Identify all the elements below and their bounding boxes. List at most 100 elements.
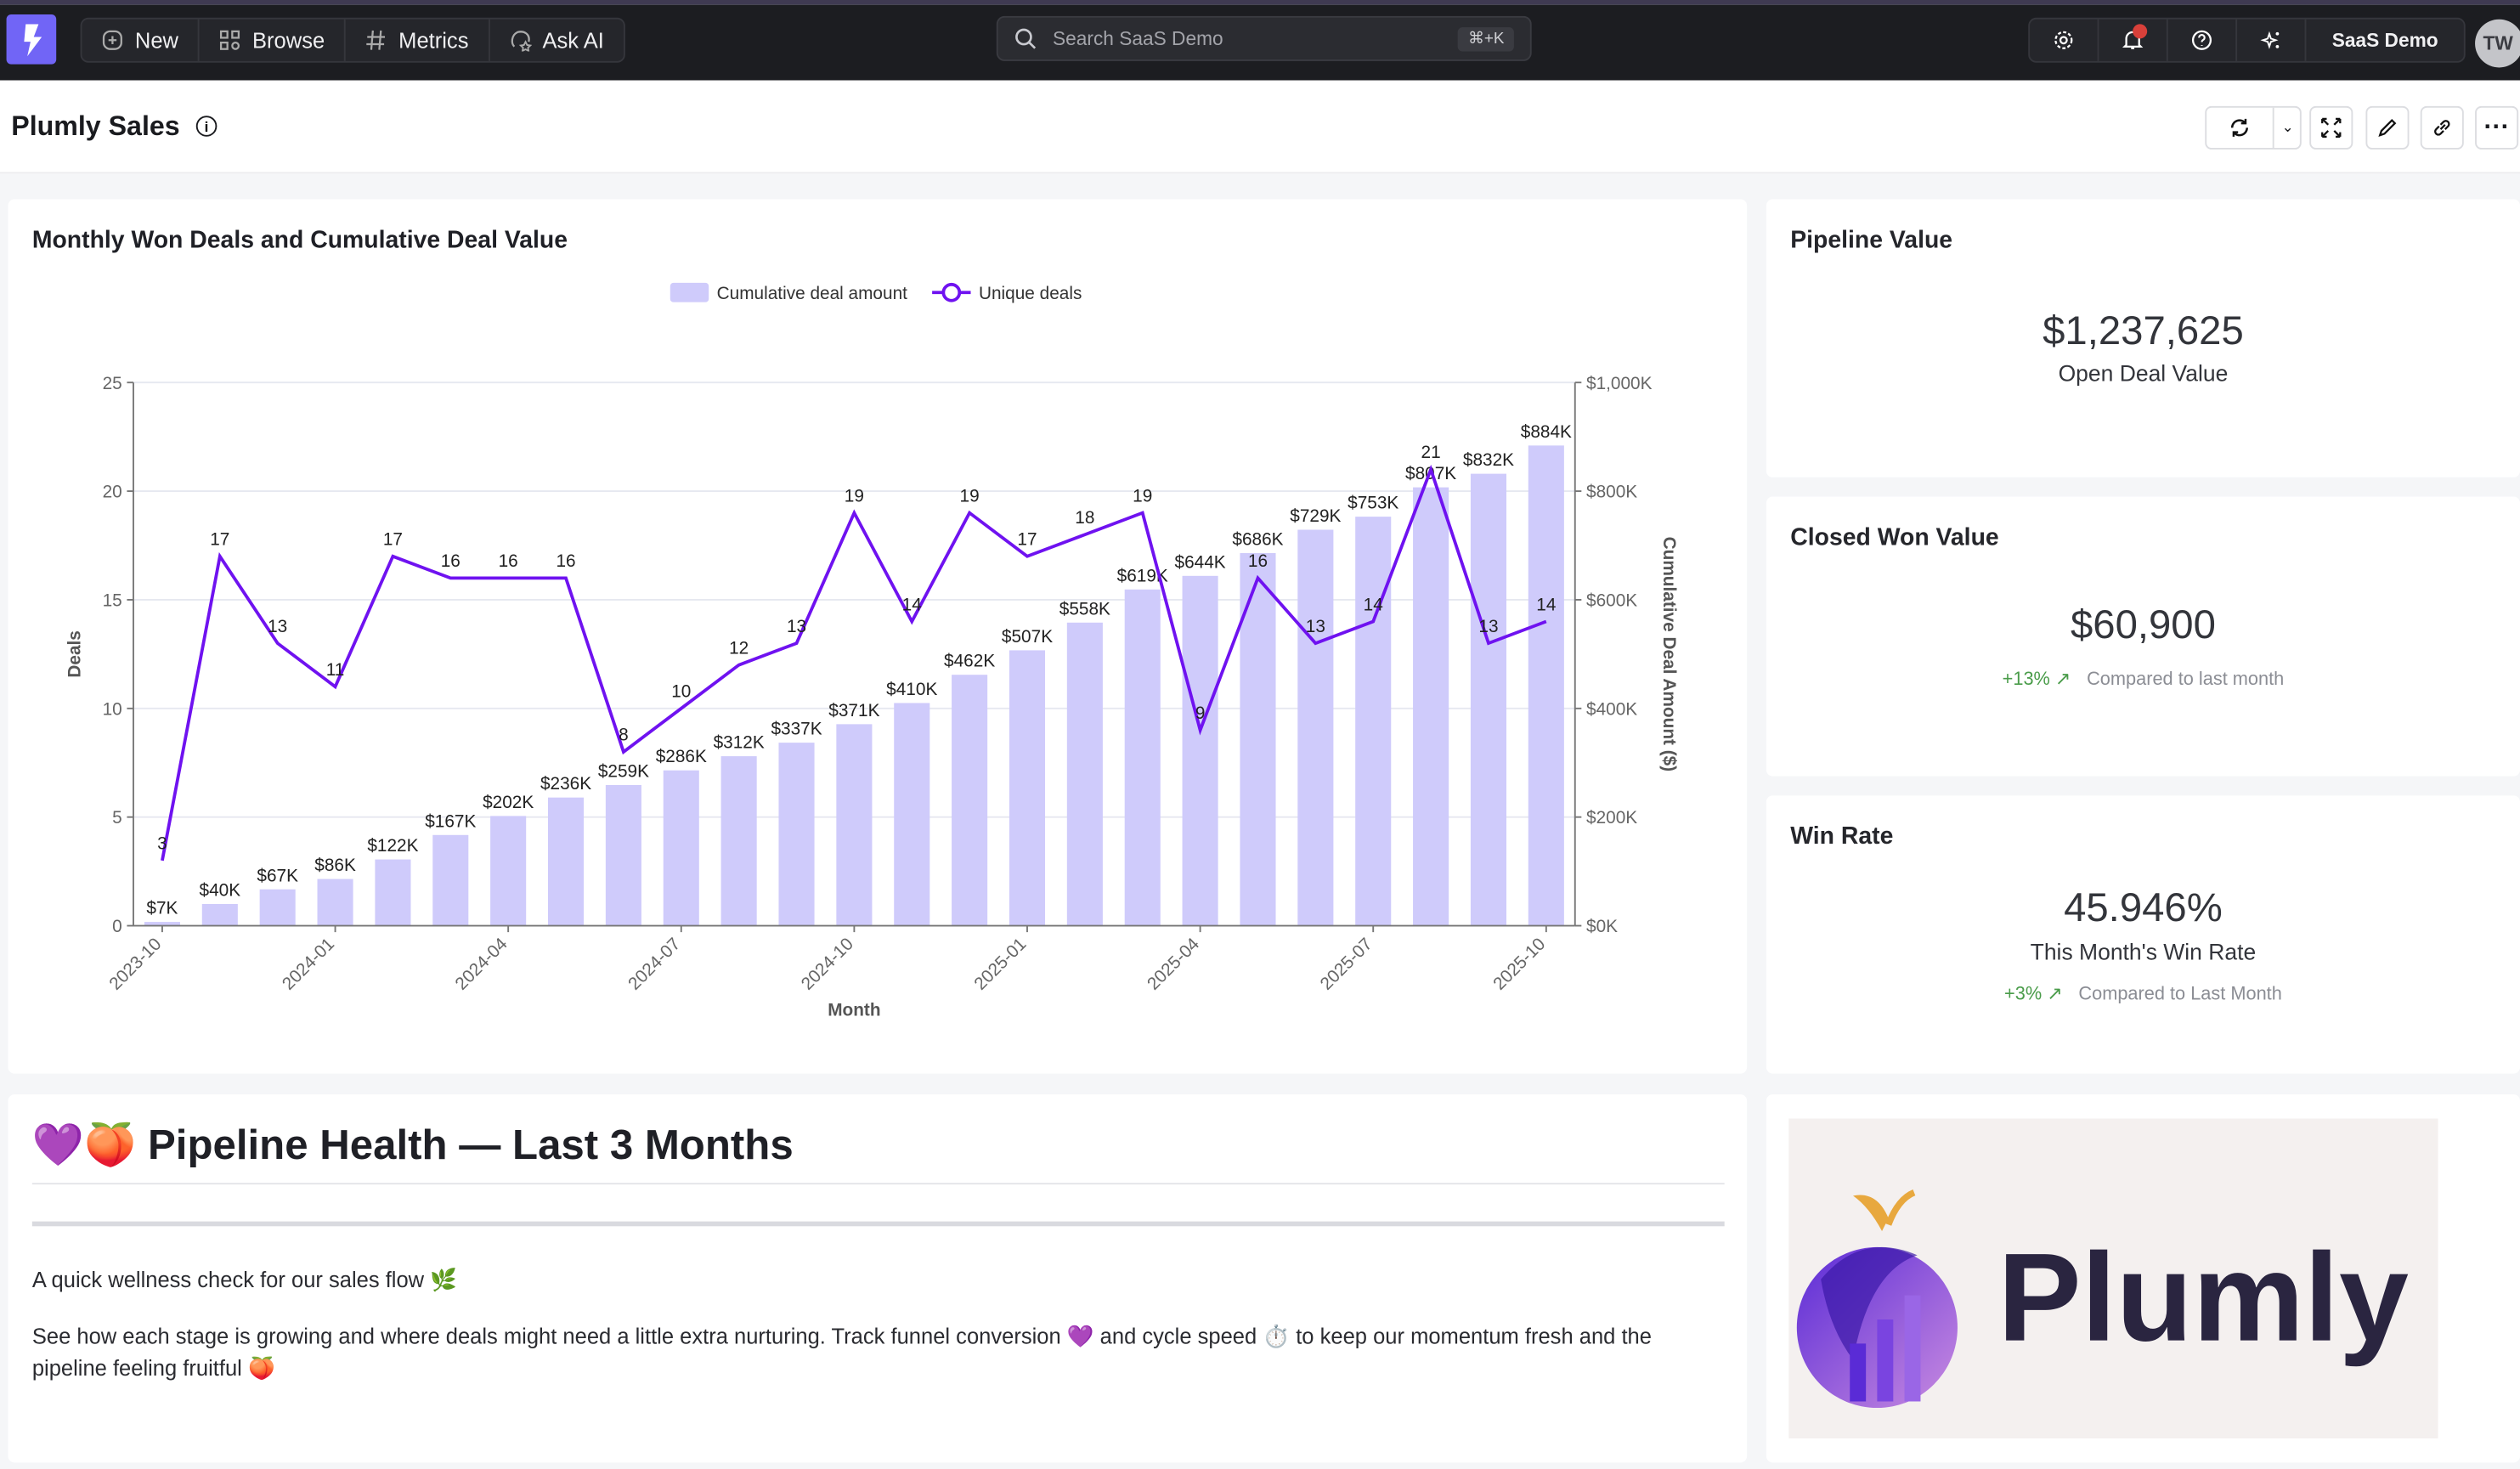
bar <box>720 756 757 926</box>
notifications-button[interactable] <box>2099 19 2168 61</box>
bar <box>1470 473 1507 926</box>
ai-sparkle-button[interactable] <box>2237 19 2307 61</box>
bar <box>1413 487 1449 926</box>
line-data-label: 8 <box>619 726 629 745</box>
search-shortcut: ⌘+K <box>1458 26 1514 51</box>
line-data-label: 19 <box>960 486 980 506</box>
horizontal-rule <box>31 1221 1725 1227</box>
x-axis-tick-label: 2024-01 <box>279 935 338 994</box>
bar <box>375 859 411 926</box>
bar-data-label: $67K <box>257 866 298 885</box>
line-data-label: 3 <box>157 834 167 854</box>
gear-icon <box>2054 31 2073 49</box>
right-axis-tick-label: $1,000K <box>1586 374 1653 393</box>
line-data-label: 16 <box>1248 551 1268 571</box>
chat-sparkle-icon <box>510 31 532 52</box>
bar-data-label: $312K <box>714 733 765 753</box>
x-axis-title: Month <box>828 1000 880 1020</box>
bar <box>1355 517 1392 926</box>
right-axis-title: Cumulative Deal Amount ($) <box>1659 537 1679 772</box>
right-axis-tick-label: $200K <box>1586 808 1637 828</box>
chart-title: Monthly Won Deals and Cumulative Deal Va… <box>31 226 568 254</box>
x-axis-tick-label: 2024-10 <box>798 935 857 994</box>
line-data-label: 16 <box>556 551 575 571</box>
line-data-label: 12 <box>729 638 749 658</box>
bar <box>1528 445 1564 926</box>
line-data-label: 9 <box>1195 703 1206 723</box>
settings-button[interactable] <box>2030 19 2099 61</box>
line-data-label: 14 <box>902 595 922 614</box>
share-link-button[interactable] <box>2420 105 2464 150</box>
kpi-compare-label: Compared to last month <box>2087 670 2285 690</box>
nav-metrics-button[interactable]: Metrics <box>346 19 490 61</box>
bar <box>490 816 527 926</box>
line-data-label: 17 <box>1017 530 1037 550</box>
help-button[interactable] <box>2168 19 2238 61</box>
bar-data-label: $753K <box>1348 494 1398 513</box>
right-axis-tick-label: $400K <box>1586 699 1637 719</box>
bar <box>1297 529 1334 926</box>
bar <box>894 703 930 926</box>
line-data-label: 16 <box>499 551 518 571</box>
user-avatar[interactable]: TW <box>2475 19 2520 68</box>
bar <box>605 784 641 926</box>
pipeline-health-card: 💜🍑 Pipeline Health — Last 3 Months A qui… <box>8 1094 1748 1463</box>
right-axis-tick-label: $800K <box>1586 483 1637 502</box>
kpi-subtitle: Open Deal Value <box>2058 359 2229 386</box>
plumly-logo: Plumly <box>1796 1189 2409 1409</box>
bar-data-label: $167K <box>425 811 476 831</box>
utility-nav: SaaS Demo <box>2028 17 2466 63</box>
search-icon <box>1015 28 1037 49</box>
nav-browse-button[interactable]: Browse <box>200 19 346 61</box>
line-data-label: 10 <box>671 682 691 702</box>
nav-ask-ai-label: Ask AI <box>542 28 604 53</box>
search-placeholder: Search SaaS Demo <box>1052 27 1223 50</box>
bar-data-label: $86K <box>314 856 356 875</box>
bar <box>432 834 469 926</box>
expand-icon <box>2321 117 2342 138</box>
legend-label: Cumulative deal amount <box>717 284 907 303</box>
kpi-compare-label: Compared to Last Month <box>2078 985 2282 1005</box>
bar-data-label: $236K <box>540 774 591 794</box>
left-axis-tick-label: 25 <box>103 374 122 393</box>
fullscreen-button[interactable] <box>2309 105 2353 150</box>
notification-badge <box>2133 24 2148 39</box>
search-input[interactable]: Search SaaS Demo ⌘+K <box>996 15 1532 61</box>
description-paragraph: See how each stage is growing and where … <box>31 1324 1652 1381</box>
kpi-closed-won-value: Closed Won Value $60,900 +13% ↗ Compared … <box>1766 496 2520 777</box>
nav-ask-ai-button[interactable]: Ask AI <box>489 20 624 61</box>
bar <box>547 797 585 926</box>
nav-browse-label: Browse <box>252 28 325 53</box>
bar-data-label: $832K <box>1463 450 1514 470</box>
line-data-label: 21 <box>1421 443 1441 462</box>
bar-data-label: $410K <box>886 680 937 699</box>
help-icon <box>2191 30 2212 50</box>
sparkle-icon <box>2260 31 2280 49</box>
app-logo[interactable] <box>6 14 57 65</box>
workspace-switcher[interactable]: SaaS Demo <box>2331 29 2438 52</box>
nav-new-button[interactable]: New <box>82 19 200 61</box>
bar <box>1240 552 1276 926</box>
bar <box>952 675 988 926</box>
bar <box>317 879 353 926</box>
refresh-button[interactable]: ⌄ <box>2205 105 2302 150</box>
link-icon <box>2434 120 2450 136</box>
kpi-pipeline-value: Pipeline Value $1,237,625 Open Deal Valu… <box>1766 199 2520 477</box>
bar-data-label: $884K <box>1521 422 1572 442</box>
bar <box>663 770 699 926</box>
bar-data-label: $644K <box>1175 552 1226 572</box>
bar-data-label: $619K <box>1117 566 1168 585</box>
legend-bar-swatch <box>670 282 709 302</box>
heading-divider <box>31 1183 1725 1185</box>
more-options-button[interactable]: ··· <box>2475 105 2519 150</box>
bar-data-label: $729K <box>1290 506 1341 526</box>
line-data-label: 17 <box>383 530 403 550</box>
nav-metrics-label: Metrics <box>398 28 469 53</box>
left-axis-tick-label: 0 <box>112 917 122 936</box>
page-header <box>0 80 2520 174</box>
edit-button[interactable] <box>2365 105 2410 150</box>
refresh-dropdown-chevron-icon[interactable]: ⌄ <box>2272 107 2302 149</box>
kpi-win-rate: Win Rate 45.946% This Month's Win Rate +… <box>1766 795 2520 1074</box>
page-title: Plumly Sales <box>11 110 180 142</box>
info-icon[interactable]: i <box>195 116 218 137</box>
